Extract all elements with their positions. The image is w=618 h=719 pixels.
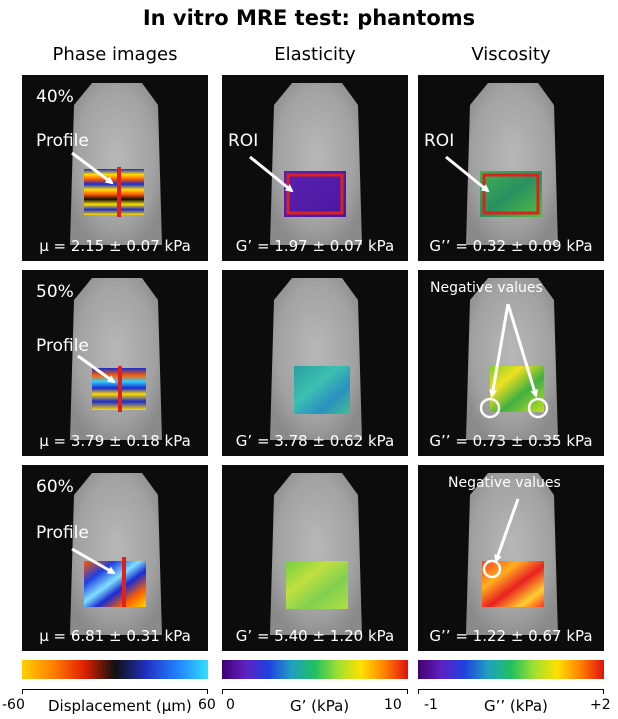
viscosity-panel-row2: Negative values G’’ = 0.73 ± 0.35 kPa (418, 270, 604, 456)
colorbar-axis (418, 689, 604, 690)
negative-values-label: Negative values (448, 475, 561, 491)
figure-title: In vitro MRE test: phantoms (142, 6, 476, 30)
colorbar-min: -1 (424, 697, 438, 713)
colorbar-label: G’ (kPa) (290, 697, 350, 715)
profile-label: Profile (36, 336, 89, 356)
colorbar-label: Displacement (μm) (48, 697, 192, 715)
concentration-label: 60% (36, 477, 74, 497)
roi-label: ROI (228, 131, 259, 151)
elasticity-image-row2 (270, 278, 362, 440)
colorbar-max: 10 (384, 697, 402, 713)
roi-label: ROI (424, 131, 455, 151)
phase-value: μ = 3.79 ± 0.18 kPa (39, 432, 191, 450)
colorbar-max: 60 (198, 697, 216, 713)
elasticity-image-row1 (249, 83, 362, 245)
concentration-label: 40% (36, 87, 74, 107)
negative-values-label: Negative values (430, 280, 543, 296)
colorbar-label: G’’ (kPa) (484, 697, 548, 715)
viscosity-value: G’’ = 0.32 ± 0.09 kPa (429, 237, 593, 255)
viscosity-panel-row3: Negative values G’’ = 1.22 ± 0.67 kPa (418, 465, 604, 651)
elasticity-panel-row2: G’ = 3.78 ± 0.62 kPa (222, 270, 408, 456)
elasticity-panel-row3: G’ = 5.40 ± 1.20 kPa (222, 465, 408, 651)
elasticity-value: G’ = 3.78 ± 0.62 kPa (235, 432, 395, 450)
column-header-viscosity: Viscosity (471, 44, 551, 65)
viscosity-image-row3 (466, 473, 558, 635)
viscosity-panel-row1: ROI G’’ = 0.32 ± 0.09 kPa (418, 75, 604, 261)
concentration-label: 50% (36, 282, 74, 302)
viscosity-value: G’’ = 0.73 ± 0.35 kPa (429, 432, 593, 450)
profile-label: Profile (36, 523, 89, 543)
elasticity-image-row3 (270, 473, 362, 635)
phase-panel-row1: 40% Profile μ = 2.15 ± 0.07 kPa (22, 75, 208, 261)
elasticity-value: G’ = 5.40 ± 1.20 kPa (235, 627, 395, 645)
phase-value: μ = 6.81 ± 0.31 kPa (39, 627, 191, 645)
colorbar-max: +2 (590, 697, 611, 713)
elasticity-colorbar (222, 660, 408, 679)
colorbar-min: -60 (2, 697, 25, 713)
viscosity-value: G’’ = 1.22 ± 0.67 kPa (429, 627, 593, 645)
elasticity-value: G’ = 1.97 ± 0.07 kPa (235, 237, 395, 255)
column-header-elasticity: Elasticity (274, 44, 356, 65)
viscosity-image-row1 (445, 83, 558, 245)
viscosity-colorbar (418, 660, 604, 679)
colorbar-axis (222, 689, 408, 690)
profile-label: Profile (36, 131, 89, 151)
displacement-colorbar (22, 660, 208, 679)
colorbar-axis (22, 689, 208, 690)
elasticity-panel-row1: ROI G’ = 1.97 ± 0.07 kPa (222, 75, 408, 261)
phase-image-row2 (70, 278, 162, 440)
phase-panel-row2: 50% Profile μ = 3.79 ± 0.18 kPa (22, 270, 208, 456)
phase-image-row1 (70, 83, 162, 245)
viscosity-image-row2 (466, 278, 558, 440)
phase-image-row3 (70, 473, 162, 635)
phase-panel-row3: 60% Profile μ = 6.81 ± 0.31 kPa (22, 465, 208, 651)
phase-value: μ = 2.15 ± 0.07 kPa (39, 237, 191, 255)
colorbar-min: 0 (226, 697, 235, 713)
column-header-phase: Phase images (52, 44, 178, 65)
